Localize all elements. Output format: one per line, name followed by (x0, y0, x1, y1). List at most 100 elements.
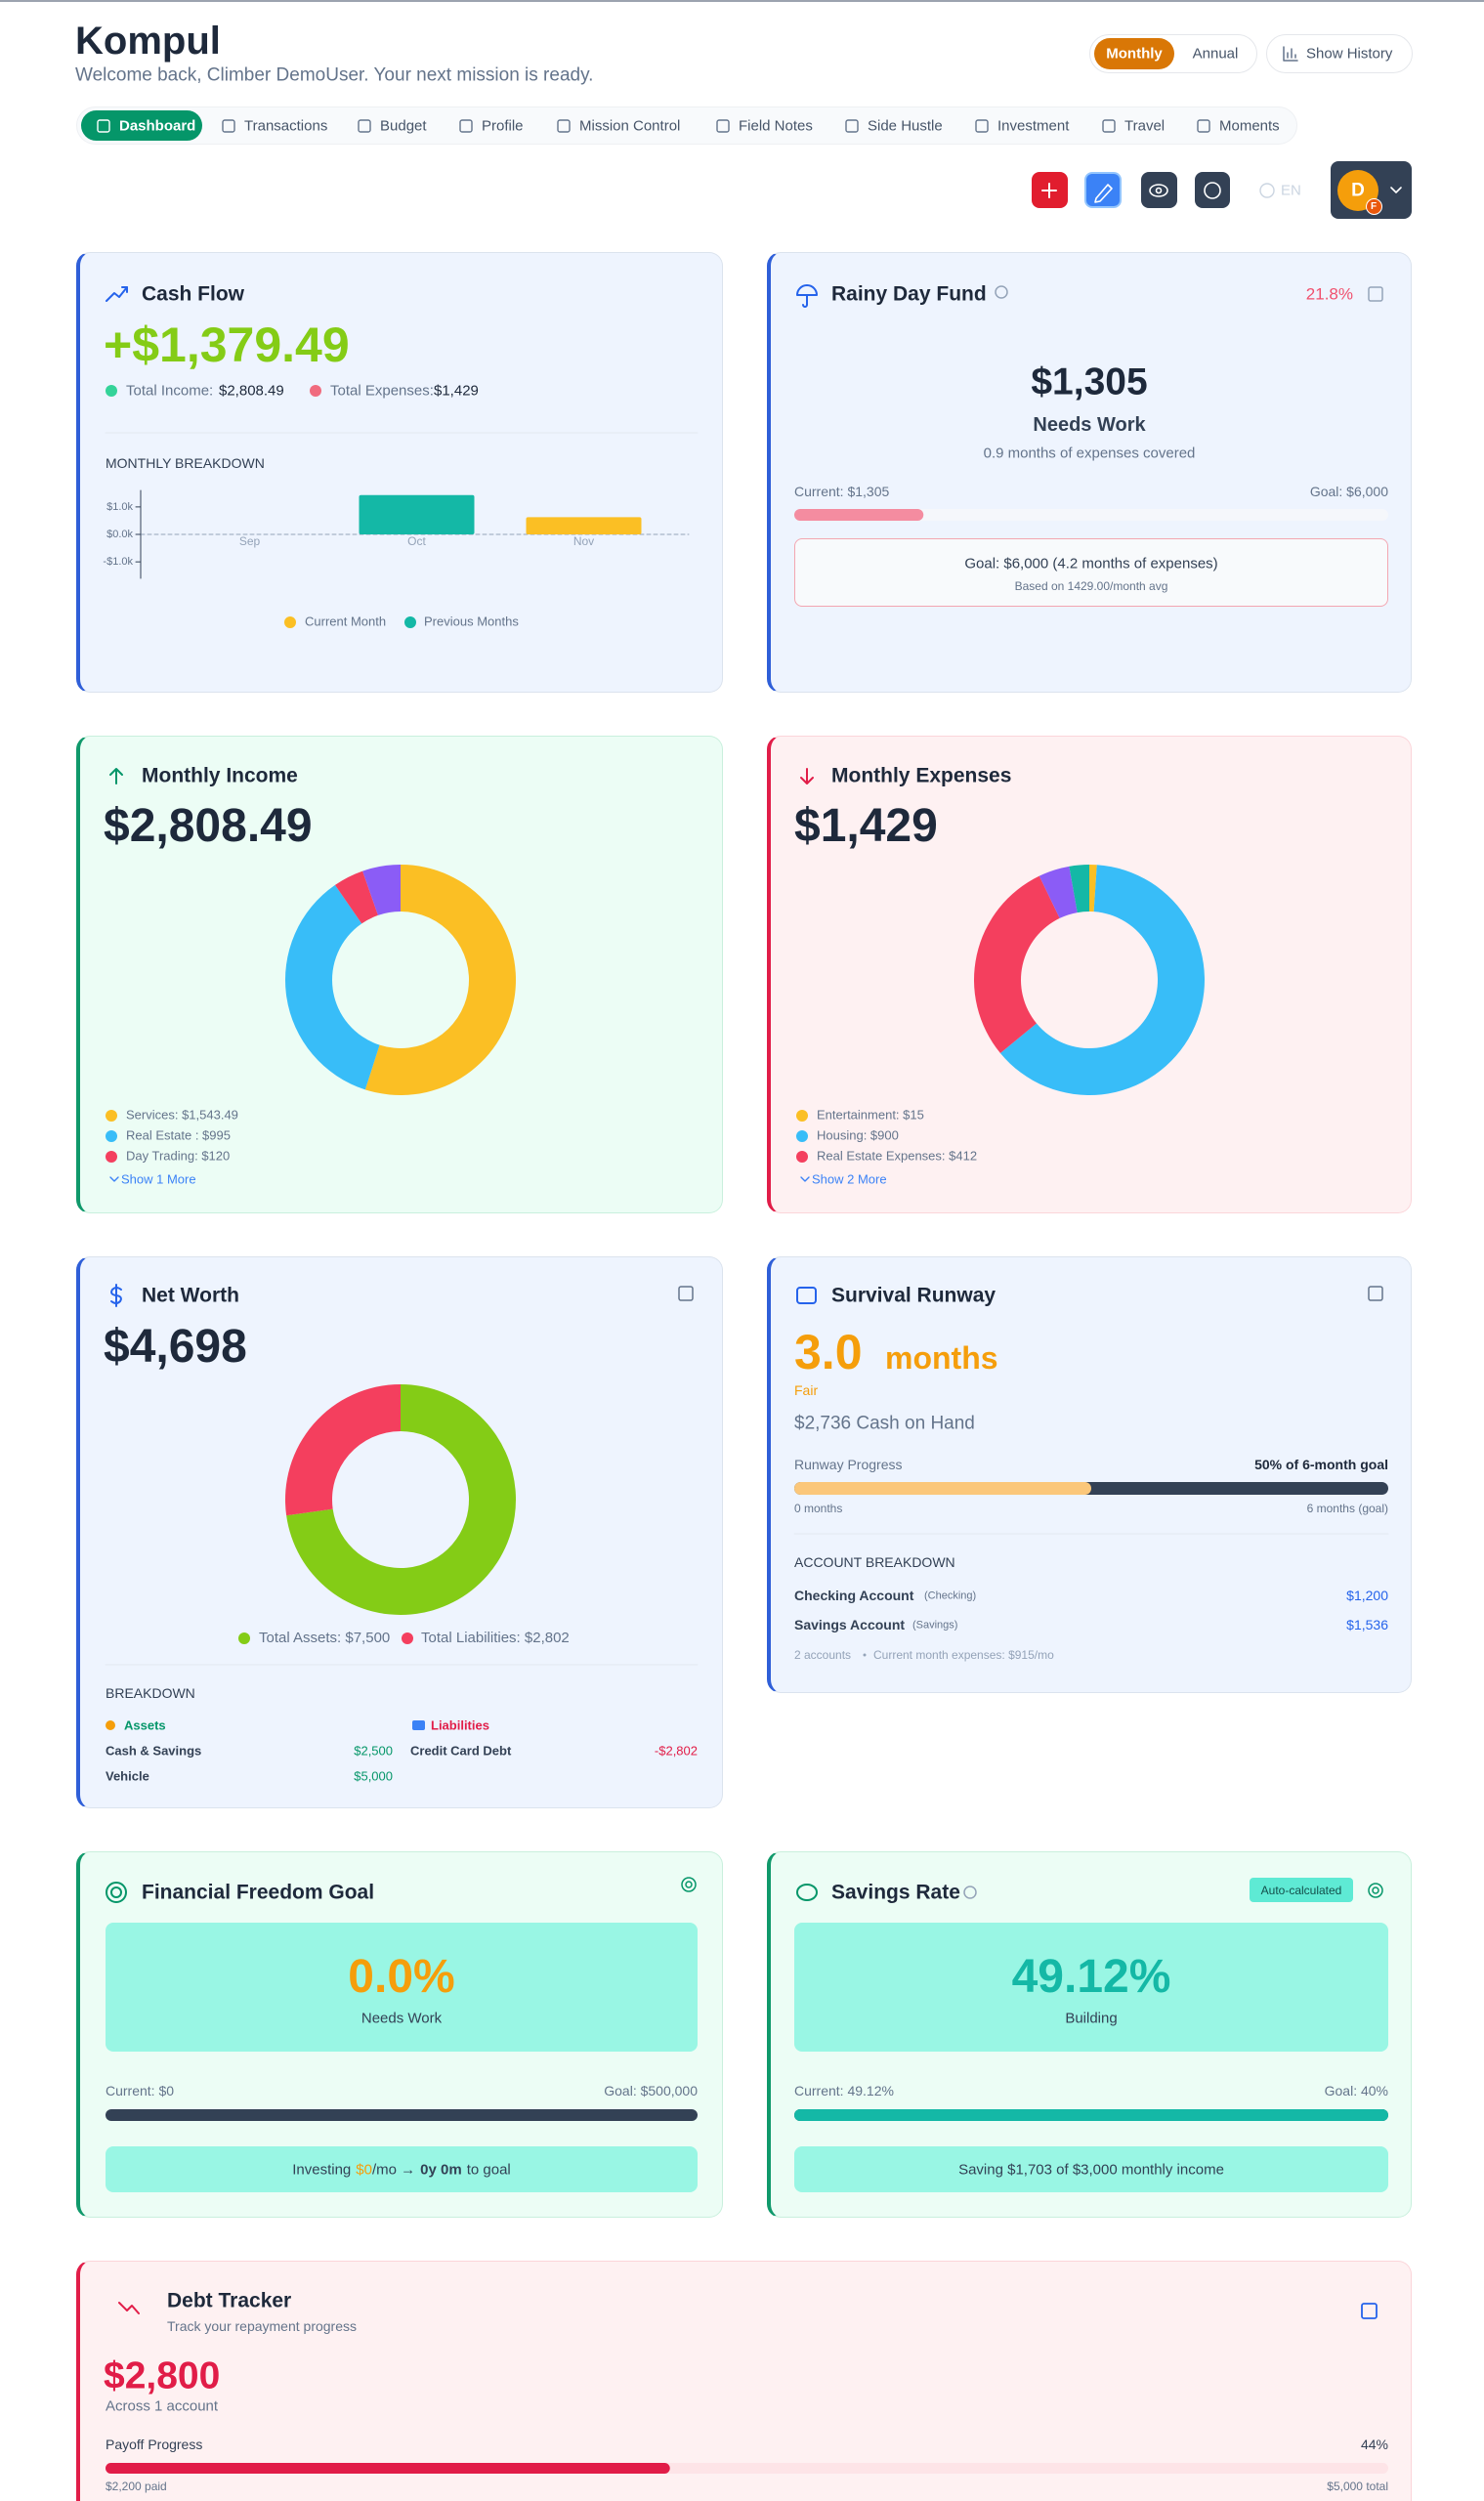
account-type: (Savings) (912, 1619, 958, 1632)
runway-cash: $2,736 Cash on Hand (794, 1413, 975, 1434)
legend-label: Total Assets: $7,500 (259, 1630, 390, 1646)
rainy-day-card (767, 252, 1412, 693)
account-balance: $1,200 (1346, 1588, 1388, 1603)
eye-icon (1149, 184, 1168, 197)
legend-label: Housing: $900 (817, 1127, 899, 1142)
nav-bar (76, 106, 1297, 145)
runway-start: 0 months (794, 1502, 843, 1515)
nav-item[interactable]: Mission Control (579, 117, 681, 135)
history-button[interactable] (1266, 34, 1413, 73)
nav-active[interactable] (81, 110, 202, 141)
chevron-icon (800, 1176, 810, 1182)
legend-dots (106, 385, 321, 397)
legend-dot (284, 616, 296, 628)
income-card (76, 736, 723, 1213)
target-icon (110, 1886, 122, 1898)
note-part: /mo → (371, 2161, 416, 2179)
runway-unit: months (885, 1340, 998, 1376)
nav-item[interactable]: Profile (482, 117, 524, 135)
note-time: 0y 0m (420, 2161, 462, 2179)
period-active[interactable] (1094, 38, 1174, 69)
nav-icon (716, 119, 730, 133)
nav-icon (358, 119, 371, 133)
nav-icon (975, 119, 989, 133)
nav-item[interactable]: Investment (997, 117, 1070, 135)
expenses-label: Total Expenses: (330, 382, 434, 400)
edit-icon[interactable] (1368, 286, 1383, 302)
freedom-current: Current: $0 (106, 2083, 175, 2098)
progress-fill (794, 1482, 1091, 1495)
show-more[interactable]: Show 1 More (121, 1171, 196, 1187)
view-button[interactable] (1141, 172, 1177, 208)
dollar-icon (110, 1284, 122, 1307)
cash-flow-card (76, 252, 723, 693)
donut-slice (284, 1384, 401, 1516)
umbrella-icon (796, 284, 818, 308)
edit-icon[interactable] (1361, 2303, 1378, 2319)
nav-icon (845, 119, 859, 133)
chevron-icon (109, 1176, 119, 1182)
asset-name: Vehicle (106, 1768, 149, 1784)
expenses-card (767, 736, 1412, 1213)
edit-icon[interactable] (678, 1286, 694, 1301)
question-icon (1204, 182, 1221, 199)
x-tick-label: Sep (239, 534, 261, 548)
nav-item[interactable]: Side Hustle (868, 117, 943, 135)
donut-slice (334, 870, 378, 924)
language[interactable]: EN (1281, 182, 1301, 199)
income-value: $2,808.49 (219, 382, 284, 400)
debt-subtitle: Track your repayment progress (167, 2318, 357, 2334)
progress-track (106, 2109, 698, 2121)
debt-accounts: Across 1 account (106, 2397, 219, 2415)
account-count: 2 accounts (794, 1648, 852, 1662)
card-title: Savings Rate (831, 1881, 960, 1904)
note-amount: $0 (356, 2161, 372, 2179)
y-tick-label: $0.0k (106, 529, 133, 540)
history-label[interactable]: Show History (1306, 45, 1393, 63)
donut-slice (286, 1384, 517, 1615)
help-button[interactable] (1195, 172, 1230, 208)
target-icon (1372, 1886, 1379, 1894)
legend-dot (238, 1632, 250, 1644)
down-arrow-icon (800, 768, 814, 784)
nav-item[interactable]: Moments (1219, 117, 1280, 135)
freedom-goal: Goal: $500,000 (604, 2083, 698, 2098)
nav-item[interactable]: Travel (1124, 117, 1166, 135)
legend-label: Day Trading: $120 (126, 1148, 230, 1163)
pen-icon (1094, 184, 1113, 203)
nav-item[interactable]: Field Notes (739, 117, 813, 135)
legend-dot (310, 385, 321, 397)
period-annual[interactable]: Annual (1192, 45, 1239, 63)
freedom-note: Investing $0/mo → 0y 0m to goal (292, 2163, 511, 2178)
nav-item[interactable]: Transactions (244, 117, 328, 135)
avatar-initial: D (1351, 180, 1365, 201)
assets-icon (106, 1720, 115, 1730)
card-title: Financial Freedom Goal (142, 1881, 375, 1904)
period-monthly[interactable]: Monthly (1106, 45, 1163, 63)
legend-label: Services: $1,543.49 (126, 1107, 238, 1122)
edit-icon[interactable] (1368, 1286, 1383, 1301)
donut-slice (1069, 865, 1089, 913)
icons (106, 46, 1402, 2319)
goal-text: Goal: $6,000 (4.2 months of expenses) (964, 555, 1218, 572)
nav-item[interactable]: Budget (380, 117, 427, 135)
liability-name: Credit Card Debt (410, 1743, 512, 1759)
asset-value: $2,500 (354, 1743, 393, 1759)
card-icon (412, 1720, 425, 1730)
dividers (105, 432, 1389, 1666)
cash-flow-amount: +$1,379.49 (104, 318, 350, 372)
rainy-current: Current: $1,305 (794, 484, 890, 499)
savings-current: Current: 49.12% (794, 2083, 894, 2098)
legend-dot (106, 1130, 117, 1142)
donut-slice (999, 865, 1205, 1095)
freedom-note-box (106, 2146, 698, 2192)
show-more[interactable]: Show 2 More (812, 1171, 887, 1187)
debt-total: $5,000 total (1327, 2480, 1388, 2493)
savings-goal: Goal: 40% (1324, 2083, 1388, 2098)
note-part: Investing (292, 2161, 352, 2179)
savings-status: Building (1065, 2010, 1118, 2027)
legend-label: Entertainment: $15 (817, 1107, 924, 1122)
nav-item[interactable]: Dashboard (119, 117, 196, 135)
card-title: Monthly Expenses (831, 764, 1012, 787)
